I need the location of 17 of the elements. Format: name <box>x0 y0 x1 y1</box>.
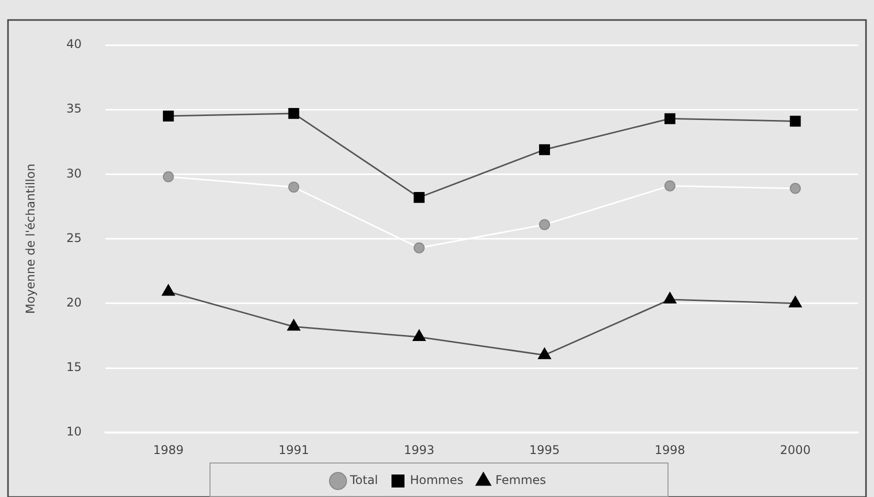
x-tick-label: 1991 <box>278 442 310 457</box>
y-axis-title: Moyenne de l'échantillon <box>23 164 38 314</box>
y-tick-label: 35 <box>66 102 82 116</box>
y-tick-label: 20 <box>66 296 82 310</box>
x-tick-label: 1989 <box>153 442 184 457</box>
x-tick-label: 1998 <box>654 442 686 457</box>
y-tick-label: 40 <box>66 37 82 52</box>
y-tick-label: 10 <box>66 424 82 439</box>
legend-label: Total <box>348 473 378 488</box>
x-tick-label: 1993 <box>404 442 434 457</box>
x-tick-label: 1995 <box>529 442 560 457</box>
x-tick-label: 2000 <box>780 442 811 457</box>
legend-label: Femmes <box>495 473 546 488</box>
y-tick-label: 25 <box>66 230 82 245</box>
legend-label: Hommes <box>410 473 464 488</box>
y-tick-label: 30 <box>66 166 82 180</box>
y-tick-label: 15 <box>66 360 82 374</box>
